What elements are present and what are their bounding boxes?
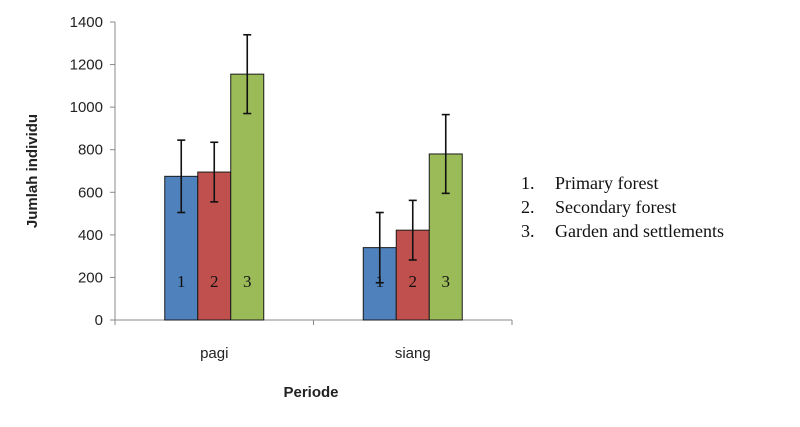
legend-label: Secondary forest — [555, 197, 676, 217]
legend-marker: 3. — [521, 221, 535, 241]
y-axis: 0 200 400 600 800 1000 1200 1400 — [70, 14, 116, 329]
bar-number-label: 3 — [442, 272, 451, 291]
x-axis: pagi siang — [114, 319, 513, 362]
legend-label: Primary forest — [555, 173, 658, 193]
y-tick-label: 200 — [78, 269, 103, 286]
y-tick-label: 800 — [78, 142, 103, 159]
bar-number-label: 1 — [376, 272, 385, 291]
legend-label: Garden and settlements — [555, 221, 724, 241]
bar-number-label: 2 — [409, 272, 418, 291]
bar — [230, 73, 265, 321]
y-axis-title: Jumlah individu — [24, 114, 41, 228]
y-tick-label: 1400 — [70, 14, 103, 31]
y-tick-label: 0 — [95, 312, 103, 329]
y-tick-label: 400 — [78, 227, 103, 244]
x-tick-label: pagi — [200, 345, 228, 362]
legend: 1. Primary forest 2. Secondary forest 3. Gard… — [521, 173, 724, 241]
bar-number-label: 1 — [177, 272, 186, 291]
legend-marker: 1. — [521, 173, 535, 193]
y-tick-label: 1200 — [70, 57, 103, 74]
bars: 1 2 3 1 2 3 — [164, 33, 463, 321]
x-tick-label: siang — [395, 345, 431, 362]
x-axis-title: Periode — [283, 384, 338, 401]
y-tick-label: 600 — [78, 184, 103, 201]
bar-number-label: 3 — [243, 272, 252, 291]
legend-marker: 2. — [521, 197, 535, 217]
bar-number-label: 2 — [210, 272, 219, 291]
y-tick-label: 1000 — [70, 99, 103, 116]
